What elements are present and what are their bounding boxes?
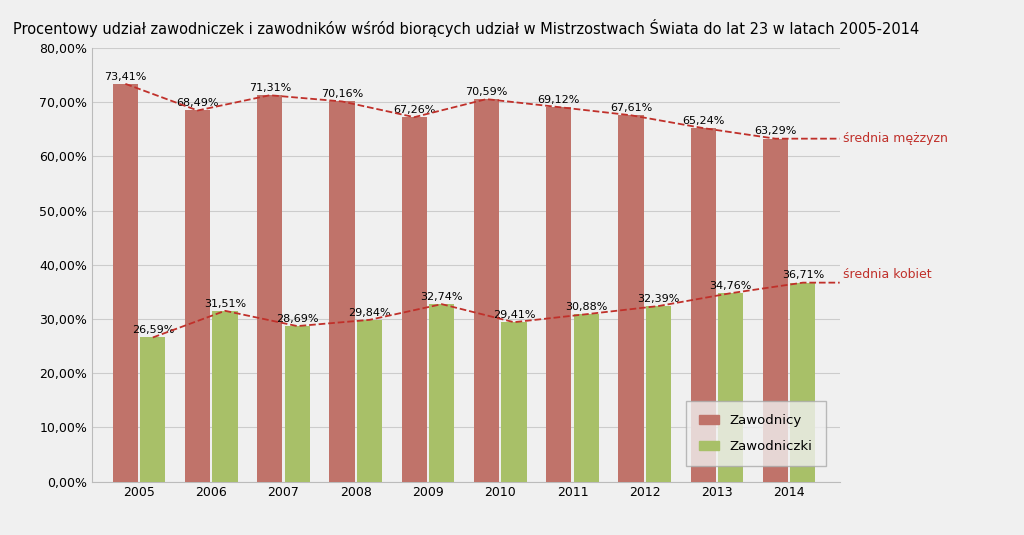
Text: średnia mężzyzn: średnia mężzyzn: [844, 132, 948, 145]
Bar: [502, 322, 526, 482]
Title: Procentowy udział zawodniczek i zawodników wśród biorących udział w Mistrzostwac: Procentowy udział zawodniczek i zawodnik…: [12, 19, 920, 37]
Text: 65,24%: 65,24%: [682, 116, 724, 126]
Bar: [429, 304, 455, 482]
Bar: [185, 111, 210, 482]
Bar: [212, 311, 238, 482]
Text: 67,61%: 67,61%: [610, 103, 652, 113]
Bar: [573, 314, 599, 482]
Bar: [474, 99, 499, 482]
Bar: [546, 107, 571, 482]
Text: 31,51%: 31,51%: [204, 299, 246, 309]
Bar: [690, 128, 716, 482]
Text: 29,41%: 29,41%: [493, 310, 536, 320]
Text: 30,88%: 30,88%: [565, 302, 607, 312]
Bar: [646, 306, 671, 482]
Bar: [718, 293, 743, 482]
Bar: [257, 95, 283, 482]
Text: średnia kobiet: średnia kobiet: [844, 268, 932, 281]
Bar: [285, 326, 310, 482]
Bar: [618, 115, 644, 482]
Text: 29,84%: 29,84%: [348, 308, 391, 318]
Text: 67,26%: 67,26%: [393, 105, 435, 115]
Text: 71,31%: 71,31%: [249, 83, 291, 93]
Text: 73,41%: 73,41%: [104, 72, 146, 82]
Text: 69,12%: 69,12%: [538, 95, 580, 105]
Bar: [140, 338, 166, 482]
Text: 36,71%: 36,71%: [781, 271, 824, 280]
Legend: Zawodnicy, Zawodniczki: Zawodnicy, Zawodniczki: [686, 401, 825, 466]
Text: 70,59%: 70,59%: [465, 87, 508, 97]
Text: 70,16%: 70,16%: [321, 89, 364, 100]
Bar: [401, 117, 427, 482]
Bar: [356, 320, 382, 482]
Bar: [330, 102, 354, 482]
Text: 34,76%: 34,76%: [710, 281, 752, 291]
Bar: [763, 139, 788, 482]
Text: 63,29%: 63,29%: [755, 126, 797, 136]
Text: 68,49%: 68,49%: [176, 98, 219, 108]
Text: 26,59%: 26,59%: [132, 325, 174, 335]
Bar: [113, 84, 138, 482]
Text: 32,39%: 32,39%: [637, 294, 680, 304]
Text: 32,74%: 32,74%: [421, 292, 463, 302]
Text: 28,69%: 28,69%: [276, 314, 318, 324]
Bar: [791, 282, 815, 482]
